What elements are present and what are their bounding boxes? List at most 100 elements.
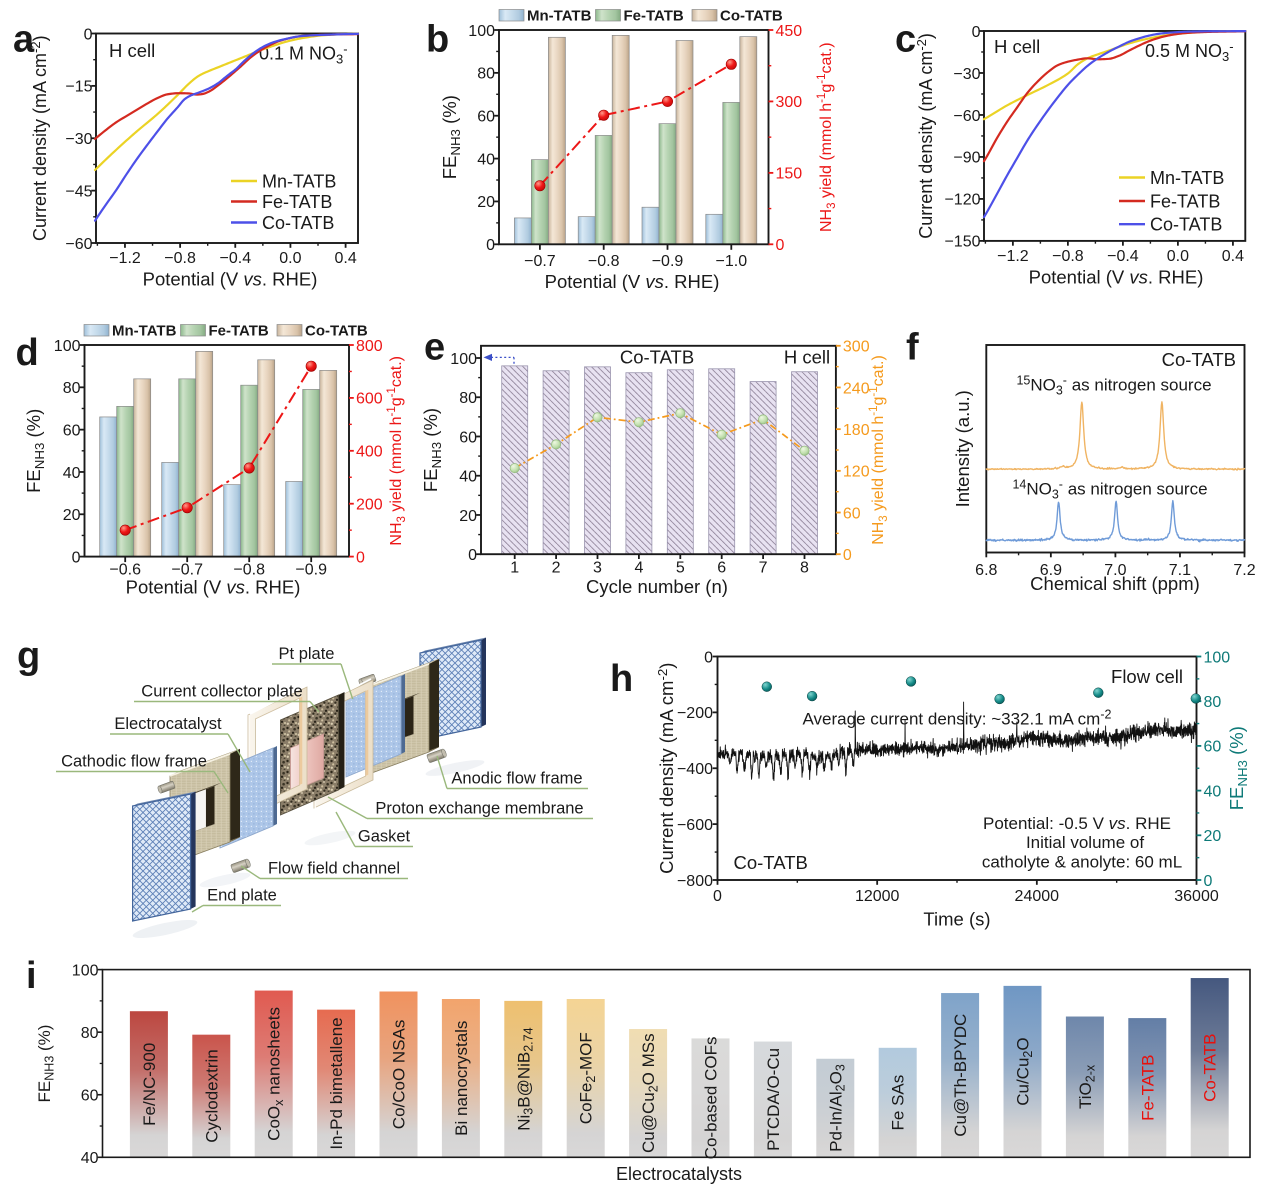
svg-text:−0.9: −0.9 bbox=[295, 562, 327, 579]
svg-text:150: 150 bbox=[776, 166, 803, 183]
svg-text:−0.8: −0.8 bbox=[1052, 248, 1084, 265]
svg-text:Co-TATB: Co-TATB bbox=[262, 213, 334, 233]
svg-text:CoFe2-MOF: CoFe2-MOF bbox=[577, 1032, 598, 1124]
svg-text:14NO3- as nitrogen source: 14NO3- as nitrogen source bbox=[1012, 478, 1207, 502]
svg-text:6: 6 bbox=[717, 560, 726, 577]
svg-text:0: 0 bbox=[486, 237, 495, 254]
svg-text:100: 100 bbox=[450, 351, 477, 368]
svg-text:H cell: H cell bbox=[109, 40, 155, 61]
svg-text:−1.0: −1.0 bbox=[716, 253, 748, 270]
svg-text:Electrocatalysts: Electrocatalysts bbox=[616, 1164, 742, 1184]
svg-text:100: 100 bbox=[54, 338, 81, 355]
svg-text:Current density (mA cm-2): Current density (mA cm-2) bbox=[914, 33, 936, 239]
svg-text:6.8: 6.8 bbox=[975, 562, 997, 579]
svg-text:Pd-In/Al2O3: Pd-In/Al2O3 bbox=[826, 1064, 847, 1152]
svg-text:End plate: End plate bbox=[207, 887, 277, 905]
svg-text:0: 0 bbox=[1204, 873, 1213, 890]
svg-text:Co-based COFs: Co-based COFs bbox=[702, 1036, 721, 1159]
svg-text:Co/CoO NSAs: Co/CoO NSAs bbox=[390, 1020, 409, 1130]
svg-text:−200: −200 bbox=[677, 705, 713, 722]
svg-text:20: 20 bbox=[477, 194, 495, 211]
svg-text:FENH3 (%): FENH3 (%) bbox=[1226, 726, 1250, 810]
svg-text:a: a bbox=[13, 19, 35, 61]
svg-text:0.0: 0.0 bbox=[279, 250, 301, 267]
svg-text:−0.8: −0.8 bbox=[588, 253, 620, 270]
svg-text:Current density (mA cm-2): Current density (mA cm-2) bbox=[28, 35, 50, 241]
svg-text:In-Pd bimetallene: In-Pd bimetallene bbox=[327, 1017, 346, 1149]
svg-text:e: e bbox=[424, 327, 445, 369]
svg-text:60: 60 bbox=[1204, 739, 1222, 756]
svg-text:0: 0 bbox=[972, 24, 981, 41]
svg-text:300: 300 bbox=[776, 94, 803, 111]
svg-text:60: 60 bbox=[459, 429, 477, 446]
svg-text:Ni3B@NiB2.74: Ni3B@NiB2.74 bbox=[514, 1027, 535, 1130]
svg-text:Cyclodextrin: Cyclodextrin bbox=[202, 1049, 221, 1143]
svg-text:20: 20 bbox=[459, 508, 477, 525]
svg-text:80: 80 bbox=[81, 1025, 99, 1042]
svg-text:Co-TATB: Co-TATB bbox=[1150, 215, 1222, 235]
svg-text:f: f bbox=[906, 327, 919, 369]
svg-text:b: b bbox=[426, 19, 449, 61]
svg-text:Co-TATB: Co-TATB bbox=[1201, 1034, 1220, 1102]
svg-text:240: 240 bbox=[843, 380, 870, 397]
svg-text:Fe-TATB: Fe-TATB bbox=[262, 192, 332, 212]
svg-text:Time (s): Time (s) bbox=[923, 909, 990, 930]
svg-text:Cu/Cu2O: Cu/Cu2O bbox=[1014, 1037, 1035, 1105]
svg-text:8: 8 bbox=[800, 560, 809, 577]
svg-text:7.0: 7.0 bbox=[1104, 562, 1126, 579]
svg-text:H cell: H cell bbox=[994, 36, 1040, 57]
svg-text:4: 4 bbox=[634, 560, 643, 577]
svg-text:Cu@Th-BPYDC: Cu@Th-BPYDC bbox=[951, 1014, 970, 1137]
svg-text:FENH3 (%): FENH3 (%) bbox=[35, 1025, 57, 1103]
svg-text:i: i bbox=[26, 955, 37, 997]
svg-text:Mn-TATB: Mn-TATB bbox=[262, 171, 336, 191]
svg-text:−1.2: −1.2 bbox=[109, 250, 141, 267]
svg-text:Fe/NC-900: Fe/NC-900 bbox=[140, 1043, 159, 1126]
svg-text:Fe-TATB: Fe-TATB bbox=[1138, 1054, 1157, 1120]
svg-text:CoOx nanosheets: CoOx nanosheets bbox=[265, 1007, 286, 1141]
svg-text:−120: −120 bbox=[944, 192, 980, 209]
svg-text:120: 120 bbox=[843, 464, 870, 481]
svg-text:2: 2 bbox=[552, 560, 561, 577]
svg-text:0.4: 0.4 bbox=[334, 250, 356, 267]
svg-text:Fe-TATB: Fe-TATB bbox=[209, 323, 269, 340]
svg-text:60: 60 bbox=[477, 109, 495, 126]
svg-text:60: 60 bbox=[843, 505, 861, 522]
svg-text:0: 0 bbox=[776, 237, 785, 254]
svg-text:Fe SAs: Fe SAs bbox=[889, 1075, 908, 1131]
svg-text:−30: −30 bbox=[953, 66, 980, 83]
svg-text:−15: −15 bbox=[65, 79, 92, 96]
svg-text:NH3 yield (mmol h-1g-1cat.): NH3 yield (mmol h-1g-1cat.) bbox=[868, 355, 890, 545]
svg-text:Cu@Cu2O MSs: Cu@Cu2O MSs bbox=[639, 1033, 660, 1153]
svg-text:NH3 yield (mmol h-1g-1cat.): NH3 yield (mmol h-1g-1cat.) bbox=[386, 356, 408, 546]
svg-text:NH3 yield (mmol h-1g-1cat.): NH3 yield (mmol h-1g-1cat.) bbox=[816, 42, 838, 232]
svg-text:20: 20 bbox=[63, 507, 81, 524]
svg-text:80: 80 bbox=[477, 66, 495, 83]
svg-text:Potential (V vs. RHE): Potential (V vs. RHE) bbox=[1029, 267, 1204, 288]
svg-text:Co-TATB: Co-TATB bbox=[734, 852, 808, 873]
svg-text:−60: −60 bbox=[953, 108, 980, 125]
svg-text:Proton exchange membrane: Proton exchange membrane bbox=[375, 800, 583, 818]
svg-text:0.5 M NO3-: 0.5 M NO3- bbox=[1145, 39, 1234, 64]
svg-text:Cycle number (n): Cycle number (n) bbox=[586, 576, 728, 597]
svg-text:100: 100 bbox=[1204, 649, 1231, 666]
svg-text:7: 7 bbox=[759, 560, 768, 577]
svg-text:100: 100 bbox=[468, 23, 495, 40]
svg-text:Co-TATB: Co-TATB bbox=[720, 8, 783, 25]
svg-text:Average current density: ~332.: Average current density: ~332.1 mA cm-2 bbox=[803, 708, 1112, 729]
svg-text:Fe-TATB: Fe-TATB bbox=[1150, 191, 1220, 211]
svg-text:Fe-TATB: Fe-TATB bbox=[624, 8, 684, 25]
svg-text:600: 600 bbox=[356, 391, 383, 408]
svg-text:7.2: 7.2 bbox=[1233, 562, 1255, 579]
svg-text:Co-TATB: Co-TATB bbox=[620, 347, 694, 368]
svg-text:200: 200 bbox=[356, 497, 383, 514]
svg-text:d: d bbox=[16, 332, 39, 374]
svg-text:0: 0 bbox=[843, 547, 852, 564]
svg-text:80: 80 bbox=[63, 380, 81, 397]
svg-text:400: 400 bbox=[356, 444, 383, 461]
svg-text:6.9: 6.9 bbox=[1040, 562, 1062, 579]
svg-text:60: 60 bbox=[63, 422, 81, 439]
svg-text:Anodic flow frame: Anodic flow frame bbox=[451, 770, 582, 788]
svg-text:Electrocatalyst: Electrocatalyst bbox=[114, 715, 222, 733]
svg-text:3: 3 bbox=[593, 560, 602, 577]
